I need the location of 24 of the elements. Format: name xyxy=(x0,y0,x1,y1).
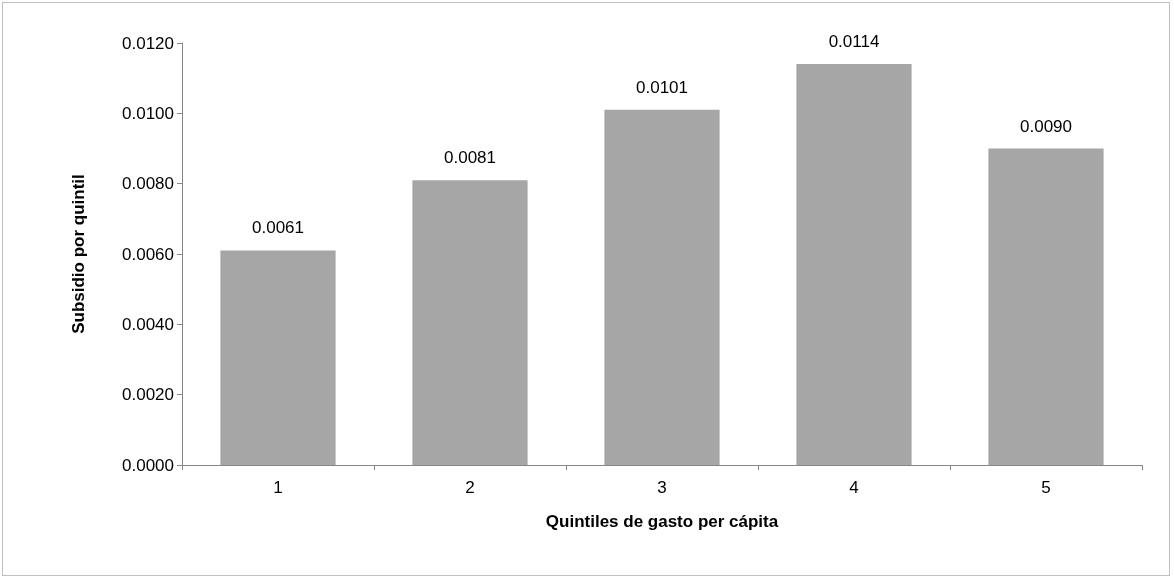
x-axis-title: Quintiles de gasto per cápita xyxy=(545,512,779,531)
data-label: 0.0114 xyxy=(828,32,880,52)
x-tick-label: 4 xyxy=(849,478,859,497)
bar xyxy=(604,109,720,465)
x-tick-label: 2 xyxy=(465,478,475,497)
data-label: 0.0101 xyxy=(636,77,688,97)
x-tick-label: 1 xyxy=(273,478,283,497)
data-label: 0.0090 xyxy=(1020,116,1072,136)
bar xyxy=(412,180,528,465)
x-tick-label: 3 xyxy=(657,478,667,497)
y-tick-label: 0.0080 xyxy=(122,174,174,194)
bar xyxy=(220,250,336,465)
bar xyxy=(988,148,1104,465)
y-tick-label: 0.0060 xyxy=(122,244,174,264)
y-tick-label: 0.0120 xyxy=(122,33,174,53)
bar xyxy=(796,64,912,465)
x-tick-label: 5 xyxy=(1041,478,1051,497)
y-tick-label: 0.0000 xyxy=(122,455,174,475)
data-label: 0.0061 xyxy=(252,218,304,238)
data-label: 0.0081 xyxy=(444,148,496,168)
y-axis-title: Subsidio por quintil xyxy=(69,174,88,334)
y-tick-label: 0.0040 xyxy=(122,314,174,334)
y-tick-label: 0.0100 xyxy=(122,103,174,123)
y-tick-label: 0.0020 xyxy=(122,385,174,405)
